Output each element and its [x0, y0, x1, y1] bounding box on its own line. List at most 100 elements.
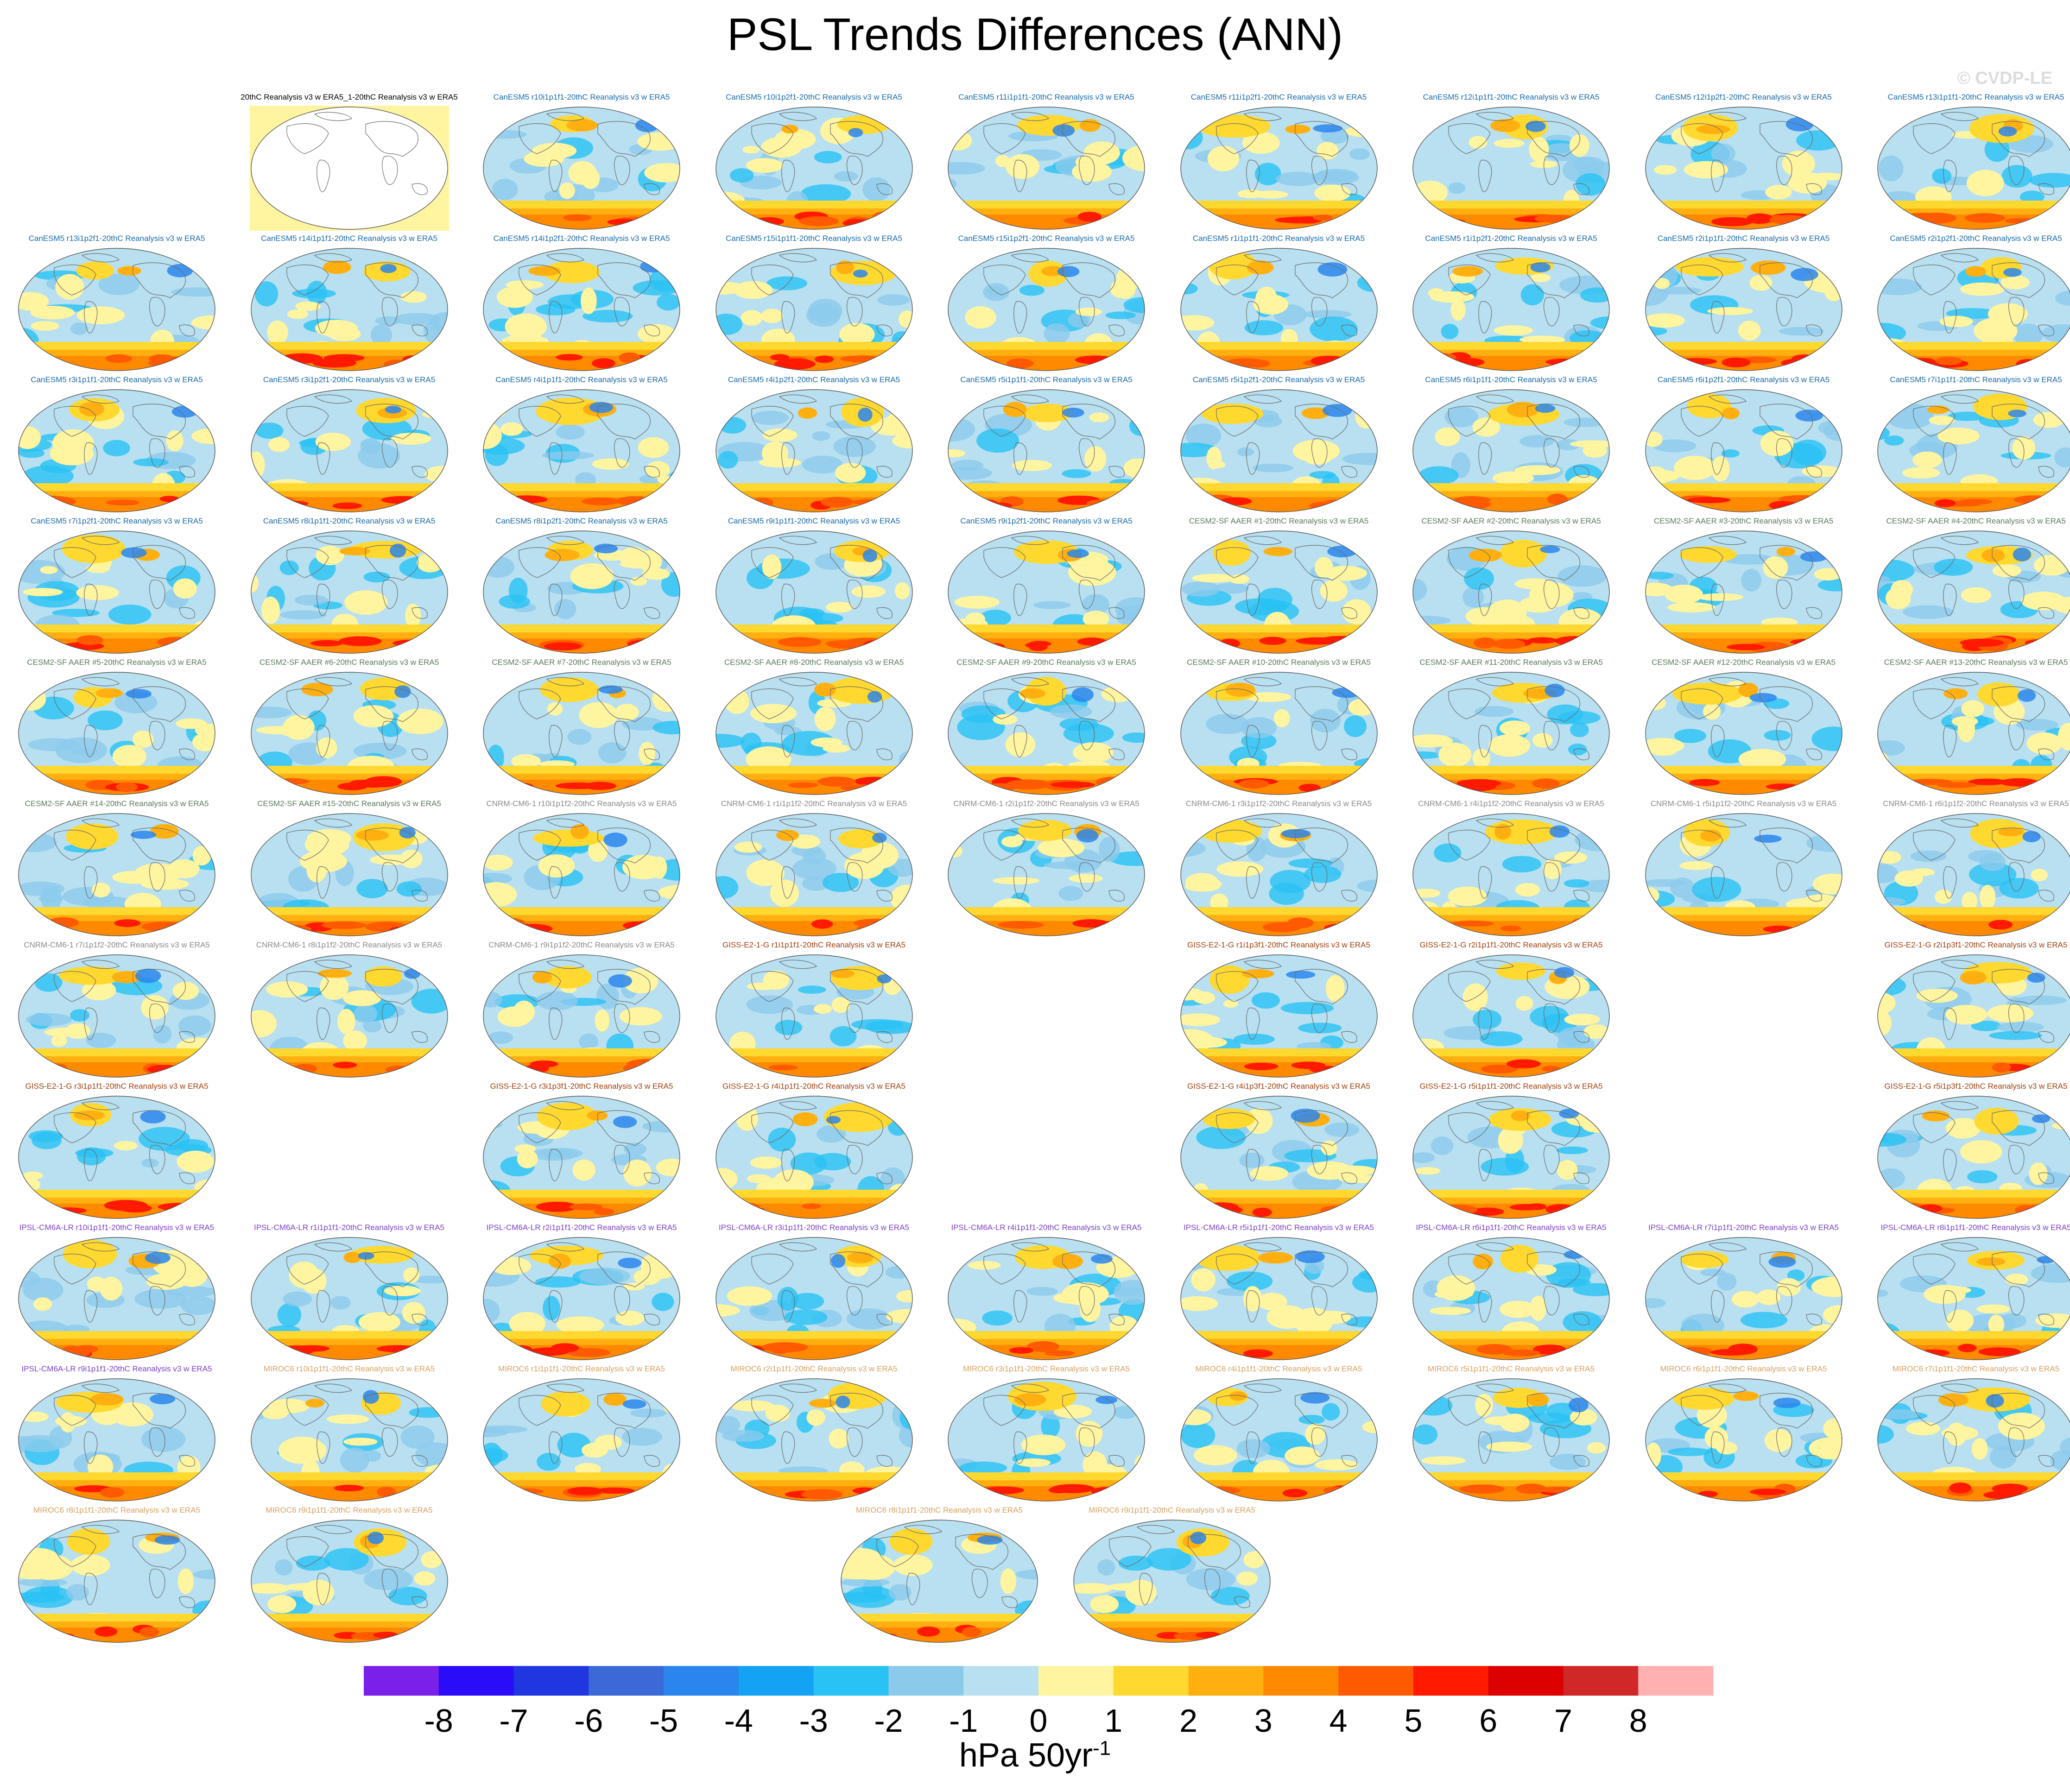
world-map	[1645, 530, 1842, 654]
map-border	[1877, 954, 2070, 1078]
map-panel: CESM2-SF AAER #11-20thC Reanalysis v3 w …	[1395, 657, 1627, 798]
world-map	[948, 672, 1145, 795]
panel-title: IPSL-CM6A-LR r2i1p1f1-20thC Reanalysis v…	[486, 1223, 677, 1232]
map-border	[18, 1237, 215, 1360]
world-map	[1180, 672, 1378, 795]
coastlines	[1215, 1383, 1357, 1467]
panel-title: CESM2-SF AAER #15-20thC Reanalysis v3 w …	[257, 799, 441, 808]
map-panel: MIROC6 r3i1p1f1-20thC Reanalysis v3 w ER…	[931, 1363, 1162, 1505]
map-border	[1877, 530, 2070, 654]
panel-title: CESM2-SF AAER #2-20thC Reanalysis v3 w E…	[1421, 517, 1601, 525]
page-title: PSL Trends Differences (ANN)	[727, 9, 1343, 60]
map-panel: CNRM-CM6-1 r5i1p1f2-20thC Reanalysis v3 …	[1628, 798, 1860, 940]
world-map	[1645, 389, 1842, 512]
colorbar-tick-label: 7	[1554, 1703, 1572, 1739]
coastlines	[1215, 959, 1357, 1043]
world-map	[715, 1237, 913, 1360]
map-panel: CESM2-SF AAER #3-20thC Reanalysis v3 w E…	[1628, 516, 1860, 657]
world-map	[250, 954, 448, 1078]
panel-title: CESM2-SF AAER #5-20thC Reanalysis v3 w E…	[27, 658, 207, 667]
map-panel: CanESM5 r10i1p2f1-20thC Reanalysis v3 w …	[698, 92, 930, 233]
map-panel: CanESM5 r8i1p1f1-20thC Reanalysis v3 w E…	[234, 516, 465, 657]
map-border	[1412, 672, 1610, 795]
colorbar-swatch	[1113, 1666, 1189, 1696]
map-border	[1180, 1378, 1378, 1502]
panel-title: MIROC6 r5i1p1f1-20thC Reanalysis v3 w ER…	[1428, 1364, 1595, 1373]
map-border	[18, 248, 215, 371]
colorbar-tick-label: 8	[1629, 1703, 1647, 1739]
map-border	[18, 389, 215, 512]
map-panel: CanESM5 r9i1p2f1-20thC Reanalysis v3 w E…	[931, 516, 1162, 657]
coastlines	[876, 1525, 1018, 1608]
map-panel: CESM2-SF AAER #8-20thC Reanalysis v3 w E…	[698, 657, 930, 798]
colorbar-swatch	[589, 1666, 664, 1696]
map-panel: CanESM5 r4i1p1f1-20thC Reanalysis v3 w E…	[466, 374, 697, 516]
map-panel: CESM2-SF AAER #10-20thC Reanalysis v3 w …	[1163, 657, 1395, 798]
world-map	[1412, 530, 1610, 654]
map-border	[483, 107, 680, 230]
panel-title: CNRM-CM6-1 r3i1p1f2-20thC Reanalysis v3 …	[1185, 799, 1372, 808]
coastlines	[519, 394, 660, 478]
world-map	[18, 1096, 215, 1219]
map-panel: GISS-E2-1-G r5i1p1f1-20thC Reanalysis v3…	[1395, 1081, 1627, 1222]
map-panel: CanESM5 r5i1p1f1-20thC Reanalysis v3 w E…	[931, 374, 1162, 516]
world-map	[715, 672, 913, 795]
map-border	[1412, 530, 1610, 654]
map-border	[1645, 248, 1842, 371]
world-map	[483, 389, 680, 512]
colorbar-swatch	[1488, 1666, 1564, 1696]
map-panel: CESM2-SF AAER #6-20thC Reanalysis v3 w E…	[234, 657, 465, 798]
panel-title: CanESM5 r6i1p2f1-20thC Reanalysis v3 w E…	[1657, 375, 1830, 384]
panel-title: CanESM5 r13i1p2f1-20thC Reanalysis v3 w …	[28, 234, 205, 243]
colorbar-swatch	[438, 1666, 514, 1696]
map-panel: CanESM5 r11i1p2f1-20thC Reanalysis v3 w …	[1163, 92, 1395, 233]
panel-title: CanESM5 r2i1p1f1-20thC Reanalysis v3 w E…	[1657, 234, 1830, 243]
coastlines	[751, 253, 893, 336]
world-map	[483, 1378, 680, 1502]
panel-title: CanESM5 r5i1p2f1-20thC Reanalysis v3 w E…	[1192, 375, 1365, 384]
panel-title: CanESM5 r3i1p2f1-20thC Reanalysis v3 w E…	[263, 375, 436, 384]
panel-title: CanESM5 r3i1p1f1-20thC Reanalysis v3 w E…	[31, 375, 203, 384]
map-border	[1180, 107, 1378, 230]
world-map	[841, 1520, 1038, 1643]
map-panel: 20thC Reanalysis v3 w ERA5_1-20thC Reana…	[234, 92, 465, 233]
world-map	[250, 672, 448, 795]
map-panel: MIROC6 r5i1p1f1-20thC Reanalysis v3 w ER…	[1395, 1363, 1627, 1505]
colorbar-tick-label: -5	[649, 1703, 678, 1739]
colorbar-swatch	[963, 1666, 1039, 1696]
map-panel: IPSL-CM6A-LR r9i1p1f1-20thC Reanalysis v…	[1, 1363, 233, 1505]
panel-title: CanESM5 r8i1p1f1-20thC Reanalysis v3 w E…	[263, 517, 436, 525]
map-border	[250, 954, 448, 1078]
map-border	[1073, 1520, 1271, 1643]
map-border	[18, 1378, 215, 1502]
coastlines	[1680, 818, 1822, 902]
world-map	[18, 389, 215, 512]
map-border	[483, 1378, 680, 1502]
panel-title: IPSL-CM6A-LR r1i1p1f1-20thC Reanalysis v…	[253, 1223, 444, 1232]
map-panel: CNRM-CM6-1 r4i1p1f2-20thC Reanalysis v3 …	[1395, 798, 1627, 940]
world-map	[1645, 1378, 1842, 1502]
world-map	[1877, 813, 2070, 936]
map-border	[1877, 813, 2070, 936]
coastlines	[1913, 677, 2054, 760]
map-border	[715, 389, 913, 512]
coastlines	[751, 1383, 893, 1467]
map-border	[1877, 1096, 2070, 1219]
panel-title: IPSL-CM6A-LR r8i1p1f1-20thC Reanalysis v…	[1880, 1223, 2070, 1232]
coastlines	[983, 1383, 1125, 1467]
map-border	[250, 107, 448, 230]
map-border	[1412, 248, 1610, 371]
panel-title: MIROC6 r8i1p1f1-20thC Reanalysis v3 w ER…	[33, 1506, 200, 1514]
coastlines	[286, 253, 428, 336]
map-border	[948, 107, 1145, 230]
panel-title: CESM2-SF AAER #8-20thC Reanalysis v3 w E…	[724, 658, 904, 667]
panel-title: CNRM-CM6-1 r10i1p1f2-20thC Reanalysis v3…	[486, 799, 677, 808]
coastlines	[1109, 1525, 1250, 1608]
panel-title: IPSL-CM6A-LR r6i1p1f1-20thC Reanalysis v…	[1416, 1223, 1607, 1232]
map-panel: CNRM-CM6-1 r2i1p1f2-20thC Reanalysis v3 …	[931, 798, 1162, 940]
world-map	[250, 1237, 448, 1360]
world-map	[1412, 1237, 1610, 1360]
panel-title: CanESM5 r9i1p1f1-20thC Reanalysis v3 w E…	[728, 517, 900, 525]
panel-title: IPSL-CM6A-LR r5i1p1f1-20thC Reanalysis v…	[1183, 1223, 1374, 1232]
map-border	[18, 1096, 215, 1219]
